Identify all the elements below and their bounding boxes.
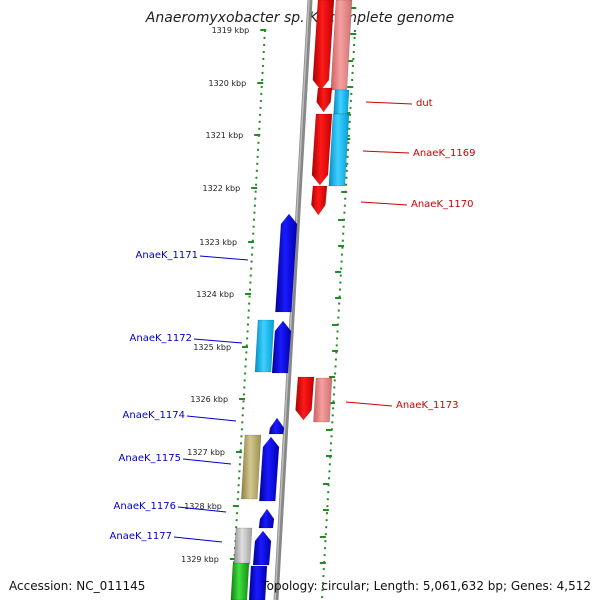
gene-label-group: dut AnaeK_1169 AnaeK_1170 AnaeK_1171 AnaeK_1…: [110, 98, 475, 543]
gene-label[interactable]: AnaeK_1176: [114, 501, 176, 512]
gene-arrow[interactable]: [330, 0, 353, 91]
map-title: Anaeromyxobacter sp. K, complete genome: [145, 10, 455, 26]
tick-label: 1319 kbp: [212, 26, 250, 35]
gene-leader-line: [177, 506, 227, 513]
topology-text: Topology: circular; Length: 5,061,632 bp…: [261, 579, 591, 593]
gene-arrow[interactable]: [233, 527, 253, 565]
tick-label: 1328 kbp: [184, 502, 222, 511]
gene-leader-line: [193, 338, 243, 344]
tick-label: 1329 kbp: [181, 555, 219, 564]
gene-arrow[interactable]: [254, 319, 275, 373]
gene-arrow[interactable]: [241, 434, 262, 500]
tick-label: 1324 kbp: [196, 290, 234, 299]
gene-arrow[interactable]: [248, 565, 268, 600]
gene-arrow[interactable]: [333, 89, 350, 115]
inner-tick-rail: [231, 29, 266, 600]
gene-label[interactable]: AnaeK_1170: [411, 199, 473, 210]
tick-label: 1322 kbp: [202, 184, 240, 193]
gene-arrow[interactable]: [252, 530, 272, 566]
gene-label[interactable]: AnaeK_1175: [119, 453, 181, 464]
gene-arrow[interactable]: [311, 185, 328, 216]
gene-label[interactable]: AnaeK_1171: [136, 250, 198, 261]
gene-arrow[interactable]: [230, 562, 250, 600]
gene-leader-line: [365, 101, 413, 105]
gene-arrow[interactable]: [313, 377, 333, 423]
gene-label[interactable]: dut: [416, 98, 433, 109]
gene-label[interactable]: AnaeK_1174: [123, 410, 185, 421]
gene-arrow[interactable]: [328, 113, 350, 187]
gene-arrow[interactable]: [259, 436, 280, 502]
tick-label: 1327 kbp: [187, 448, 225, 457]
gene-arrow[interactable]: [275, 213, 298, 313]
gene-leader-line: [186, 415, 237, 422]
gene-leader-line: [345, 401, 393, 407]
tick-label: 1325 kbp: [193, 343, 231, 352]
gene-arrow[interactable]: [316, 87, 333, 113]
tick-label: 1326 kbp: [190, 395, 228, 404]
gene-arrow[interactable]: [311, 113, 333, 186]
gene-label[interactable]: AnaeK_1169: [413, 148, 475, 159]
genome-backbone: [273, 0, 313, 600]
gene-arrow[interactable]: [295, 376, 315, 421]
tick-label: 1320 kbp: [209, 79, 247, 88]
gene-leader-line: [173, 536, 223, 543]
gene-arrow[interactable]: [268, 417, 285, 435]
gene-arrow[interactable]: [271, 320, 292, 374]
gene-label[interactable]: AnaeK_1177: [110, 531, 172, 542]
gene-leader-line: [199, 255, 249, 261]
gene-arrow[interactable]: [258, 508, 275, 529]
gene-leader-line: [182, 458, 232, 465]
gene-leader-line: [362, 150, 410, 154]
gene-group: [230, 0, 353, 600]
gene-leader-line: [360, 201, 408, 206]
gene-label[interactable]: AnaeK_1173: [396, 400, 458, 411]
tick-label: 1323 kbp: [199, 238, 237, 247]
gene-arrow[interactable]: [312, 0, 335, 91]
accession-text: Accession: NC_011145: [9, 579, 146, 593]
tick-label: 1321 kbp: [206, 131, 244, 140]
gene-label[interactable]: AnaeK_1172: [130, 333, 192, 344]
